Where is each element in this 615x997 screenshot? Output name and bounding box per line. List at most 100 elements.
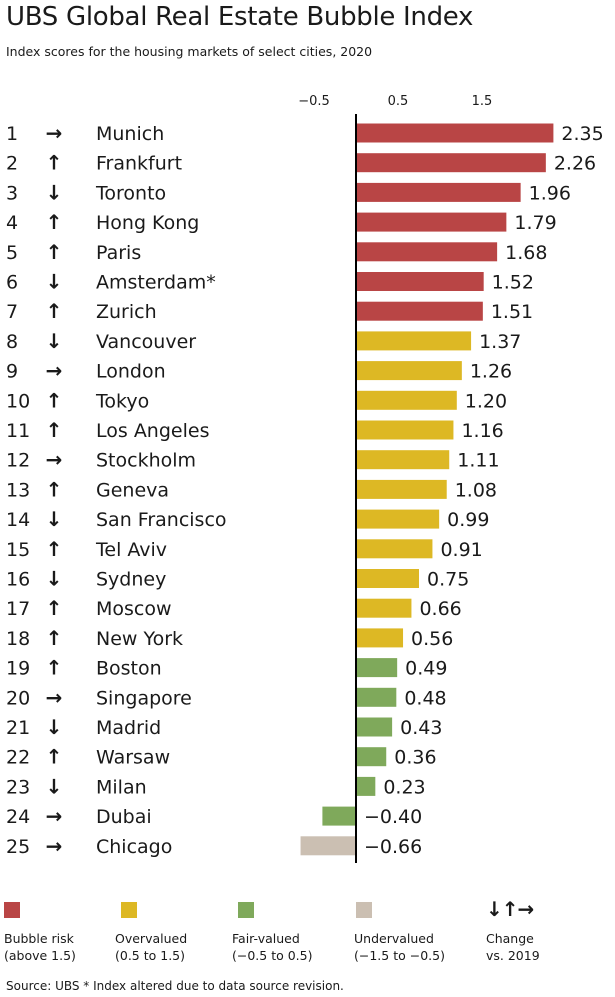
value-label: 1.79	[514, 212, 556, 234]
source-footnote: Source: UBS * Index altered due to data …	[6, 979, 344, 993]
value-label: 0.36	[394, 747, 436, 769]
rank-label: 13	[6, 479, 30, 501]
value-label: 1.51	[491, 301, 533, 323]
city-label: Vancouver	[96, 331, 196, 353]
bar	[356, 153, 546, 173]
city-label: London	[96, 361, 166, 383]
change-up-icon: ↑	[46, 210, 63, 234]
city-label: Tel Aviv	[95, 539, 167, 561]
change-up-icon: ↑	[46, 477, 63, 501]
rank-label: 5	[6, 242, 18, 264]
city-label: Chicago	[96, 836, 172, 858]
rank-label: 2	[6, 153, 18, 175]
change-up-icon: ↑	[46, 596, 63, 620]
change-up-icon: ↑	[46, 388, 63, 412]
value-label: 1.37	[479, 331, 521, 353]
bar	[356, 123, 554, 143]
x-tick-label: 0.5	[388, 94, 409, 109]
value-label: 1.11	[457, 450, 499, 472]
change-up-icon: ↑	[46, 656, 63, 680]
bar	[356, 539, 433, 559]
rank-label: 3	[6, 182, 18, 204]
rank-label: 9	[6, 361, 18, 383]
change-right-icon: →	[46, 359, 63, 383]
city-label: Frankfurt	[96, 153, 182, 175]
change-up-icon: ↑	[46, 299, 63, 323]
value-label: 1.16	[461, 420, 503, 442]
city-label: Boston	[96, 658, 162, 680]
legend-swatch-bubble	[4, 902, 20, 918]
bar	[356, 242, 498, 262]
city-label: Stockholm	[96, 450, 196, 472]
rank-label: 25	[6, 836, 30, 858]
rank-label: 1	[6, 123, 18, 145]
city-label: Tokyo	[95, 390, 149, 412]
change-right-icon: →	[46, 834, 63, 858]
city-label: Sydney	[96, 569, 166, 591]
bar	[356, 747, 387, 767]
rank-label: 7	[6, 301, 18, 323]
value-label: −0.66	[364, 836, 422, 858]
city-label: Zurich	[96, 301, 157, 323]
change-up-icon: ↑	[46, 240, 63, 264]
rank-label: 14	[6, 509, 30, 531]
bar	[356, 182, 521, 202]
chart-subtitle: Index scores for the housing markets of …	[6, 44, 373, 59]
legend-label-change: Change vs. 2019	[486, 931, 540, 963]
bar	[356, 450, 450, 470]
city-label: Moscow	[96, 598, 172, 620]
city-label: Los Angeles	[96, 420, 209, 442]
value-label: 0.48	[404, 687, 446, 709]
city-label: Hong Kong	[96, 212, 199, 234]
change-arrows-icon: ↓↑→	[486, 897, 534, 921]
rank-label: 11	[6, 420, 30, 442]
value-label: 2.35	[561, 123, 603, 145]
city-label: Toronto	[95, 182, 166, 204]
value-label: 0.66	[419, 598, 461, 620]
bar	[356, 628, 404, 648]
change-down-icon: ↓	[46, 774, 63, 798]
change-up-icon: ↑	[46, 418, 63, 442]
value-label: 0.99	[447, 509, 489, 531]
rank-label: 10	[6, 390, 30, 412]
legend-swatch-overvalued	[121, 902, 137, 918]
change-down-icon: ↓	[46, 567, 63, 591]
chart-title: UBS Global Real Estate Bubble Index	[6, 2, 474, 32]
city-label: Amsterdam*	[96, 272, 216, 294]
rank-label: 23	[6, 776, 30, 798]
bar	[356, 479, 447, 499]
value-label: 0.49	[405, 658, 447, 680]
bar	[356, 212, 507, 232]
change-down-icon: ↓	[46, 329, 63, 353]
legend-label-overvalued: Overvalued (0.5 to 1.5)	[115, 931, 188, 963]
city-label: Singapore	[96, 687, 192, 709]
bar	[356, 420, 454, 440]
city-label: Geneva	[96, 479, 169, 501]
value-label: 0.43	[400, 717, 442, 739]
change-down-icon: ↓	[46, 270, 63, 294]
bar	[356, 301, 483, 321]
change-right-icon: →	[46, 804, 63, 828]
bar	[356, 272, 484, 291]
rank-label: 12	[6, 450, 30, 472]
rank-label: 16	[6, 569, 30, 591]
x-tick-label: 1.5	[472, 94, 493, 109]
rank-label: 21	[6, 717, 30, 739]
rank-label: 18	[6, 628, 30, 650]
city-label: San Francisco	[96, 509, 227, 531]
bar	[356, 509, 440, 529]
bar	[356, 776, 376, 796]
city-label: Munich	[96, 123, 164, 145]
change-right-icon: →	[46, 121, 63, 145]
value-label: 0.75	[427, 569, 469, 591]
change-down-icon: ↓	[46, 715, 63, 739]
legend-swatch-fair-valued	[238, 902, 254, 918]
value-label: 1.52	[492, 272, 534, 294]
rank-label: 19	[6, 658, 30, 680]
value-label: 1.20	[465, 390, 507, 412]
bar	[356, 658, 398, 678]
change-up-icon: ↑	[46, 745, 63, 769]
value-label: 1.26	[470, 361, 512, 383]
rank-label: 6	[6, 272, 18, 294]
bar	[300, 836, 356, 856]
